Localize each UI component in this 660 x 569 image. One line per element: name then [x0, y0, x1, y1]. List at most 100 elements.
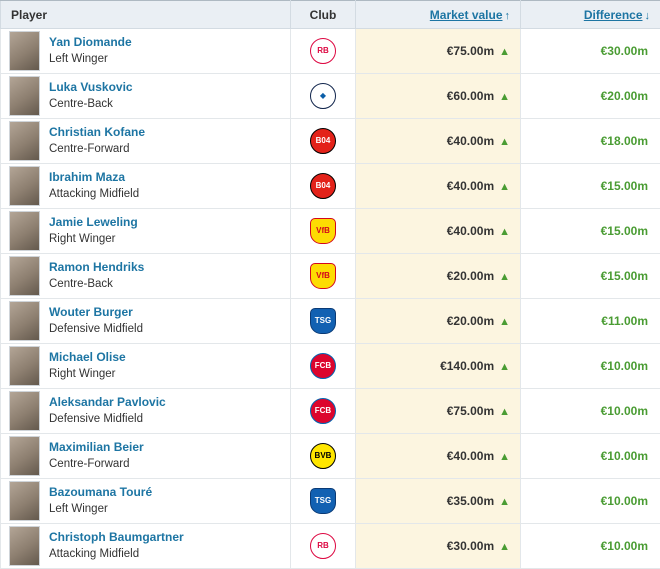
club-logo[interactable]: B04 — [310, 173, 336, 199]
sort-asc-icon[interactable]: ↑ — [505, 10, 511, 22]
club-logo[interactable]: BVB — [310, 443, 336, 469]
player-photo[interactable] — [9, 211, 40, 251]
table-row: Christian Kofane Centre-Forward B04 €40.… — [1, 119, 660, 164]
player-cell: Yan Diomande Left Winger — [1, 29, 291, 74]
club-cell: B04 — [291, 119, 356, 164]
player-position: Centre-Back — [49, 97, 133, 111]
market-value: €40.00m — [447, 224, 494, 238]
player-position: Centre-Forward — [49, 142, 145, 156]
club-logo[interactable]: RB — [310, 533, 336, 559]
difference-value: €10.00m — [521, 434, 660, 479]
market-value-cell: €60.00m▲ — [356, 74, 521, 119]
value-increase-arrow-icon: ▲ — [499, 406, 510, 418]
market-value-sort-link[interactable]: Market value — [430, 8, 503, 22]
club-logo[interactable]: FCB — [310, 353, 336, 379]
difference-sort-link[interactable]: Difference — [584, 8, 643, 22]
player-position: Centre-Forward — [49, 457, 144, 471]
player-name-link[interactable]: Aleksandar Pavlovic — [49, 395, 166, 410]
market-value-cell: €20.00m ▲ — [356, 254, 521, 299]
player-cell: Bazoumana Touré Left Winger — [1, 479, 291, 524]
value-increase-arrow-icon: ▲ — [499, 361, 510, 373]
player-name-link[interactable]: Yan Diomande — [49, 35, 132, 50]
table-row: Yan Diomande Left Winger RB €75.00m▲ €30… — [1, 29, 660, 74]
player-cell: Jamie Leweling Right Winger — [1, 209, 291, 254]
table-row: Wouter Burger Defensive Midfield TSG €20… — [1, 299, 660, 344]
player-photo[interactable] — [9, 166, 40, 206]
player-cell: Ibrahim Maza Attacking Midfield — [1, 164, 291, 209]
market-value-cell: €40.00m▲ — [356, 209, 521, 254]
table-row: Luka Vuskovic Centre-Back ◆ €60.00m▲ €20… — [1, 74, 660, 119]
column-header-difference[interactable]: Difference↓ — [521, 1, 660, 29]
sort-desc-icon[interactable]: ↓ — [645, 10, 651, 22]
value-increase-arrow-icon: ▲ — [499, 91, 510, 103]
value-increase-arrow-icon: ▲ — [499, 451, 510, 463]
table-row: Ibrahim Maza Attacking Midfield B04 €40.… — [1, 164, 660, 209]
column-header-market-value[interactable]: Market value↑ — [356, 1, 521, 29]
player-position: Attacking Midfield — [49, 187, 139, 201]
club-logo[interactable]: TSG — [310, 308, 336, 334]
player-name-link[interactable]: Ibrahim Maza — [49, 170, 139, 185]
difference-value: €15.00m — [521, 209, 660, 254]
club-cell: FCB — [291, 344, 356, 389]
market-value-cell: €40.00m▲ — [356, 164, 521, 209]
player-name-link[interactable]: Wouter Burger — [49, 305, 143, 320]
value-increase-arrow-icon: ▲ — [499, 496, 510, 508]
player-cell: Maximilian Beier Centre-Forward — [1, 434, 291, 479]
player-cell: Michael Olise Right Winger — [1, 344, 291, 389]
club-cell: VfB — [291, 209, 356, 254]
player-photo[interactable] — [9, 76, 40, 116]
value-increase-arrow-icon: ▲ — [499, 181, 510, 193]
club-cell: TSG — [291, 479, 356, 524]
player-photo[interactable] — [9, 391, 40, 431]
club-logo[interactable]: VfB — [310, 218, 336, 244]
club-logo[interactable]: FCB — [310, 398, 336, 424]
market-value: €40.00m — [447, 449, 494, 463]
club-logo[interactable]: TSG — [310, 488, 336, 514]
player-name-link[interactable]: Ramon Hendriks — [49, 260, 144, 275]
club-header-label: Club — [310, 8, 337, 22]
club-cell: RB — [291, 29, 356, 74]
player-name-link[interactable]: Jamie Leweling — [49, 215, 138, 230]
table-row: Christoph Baumgartner Attacking Midfield… — [1, 524, 660, 569]
club-cell: B04 — [291, 164, 356, 209]
player-name-link[interactable]: Luka Vuskovic — [49, 80, 133, 95]
value-increase-arrow-icon: ▲ — [499, 271, 510, 283]
club-cell: FCB — [291, 389, 356, 434]
player-photo[interactable] — [9, 481, 40, 521]
difference-value: €15.00m — [521, 164, 660, 209]
player-name-link[interactable]: Michael Olise — [49, 350, 126, 365]
player-photo[interactable] — [9, 121, 40, 161]
player-photo[interactable] — [9, 436, 40, 476]
club-logo[interactable]: VfB — [310, 263, 336, 289]
player-position: Right Winger — [49, 232, 138, 246]
player-photo[interactable] — [9, 256, 40, 296]
club-cell: TSG — [291, 299, 356, 344]
value-increase-arrow-icon: ▲ — [499, 46, 510, 58]
player-photo[interactable] — [9, 301, 40, 341]
player-name-link[interactable]: Bazoumana Touré — [49, 485, 152, 500]
player-name-link[interactable]: Christoph Baumgartner — [49, 530, 184, 545]
club-logo[interactable]: ◆ — [310, 83, 336, 109]
difference-value: €30.00m — [521, 29, 660, 74]
player-photo[interactable] — [9, 526, 40, 566]
market-value: €20.00m — [447, 269, 494, 283]
player-name-link[interactable]: Christian Kofane — [49, 125, 145, 140]
player-cell: Ramon Hendriks Centre-Back — [1, 254, 291, 299]
player-position: Right Winger — [49, 367, 126, 381]
player-photo[interactable] — [9, 346, 40, 386]
club-cell: RB — [291, 524, 356, 569]
player-position: Centre-Back — [49, 277, 144, 291]
club-cell: ◆ — [291, 74, 356, 119]
market-value: €35.00m — [447, 494, 494, 508]
player-name-link[interactable]: Maximilian Beier — [49, 440, 144, 455]
club-logo[interactable]: B04 — [310, 128, 336, 154]
player-photo[interactable] — [9, 31, 40, 71]
player-cell: Christian Kofane Centre-Forward — [1, 119, 291, 164]
difference-value: €10.00m — [521, 524, 660, 569]
market-value: €20.00m — [447, 314, 494, 328]
market-value: €40.00m — [447, 134, 494, 148]
difference-value: €10.00m — [521, 389, 660, 434]
column-header-club: Club — [291, 1, 356, 29]
club-logo[interactable]: RB — [310, 38, 336, 64]
difference-value: €18.00m — [521, 119, 660, 164]
